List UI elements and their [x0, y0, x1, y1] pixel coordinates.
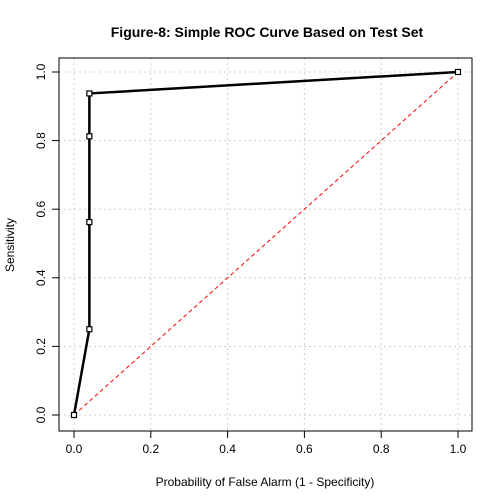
- roc-line: [72, 70, 459, 416]
- y-tick-label: 1.0: [34, 63, 48, 80]
- x-tick-label: 0.4: [219, 442, 236, 456]
- x-axis-title: Probability of False Alarm (1 - Specific…: [156, 475, 375, 489]
- reference-line: [73, 71, 459, 416]
- x-tick-label: 0.8: [373, 442, 390, 456]
- roc-series: [70, 68, 462, 419]
- reference-diagonal: [73, 71, 459, 416]
- plot-frame: [58, 57, 473, 432]
- chart-title: Figure-8: Simple ROC Curve Based on Test…: [111, 24, 424, 40]
- grid: [59, 58, 472, 431]
- y-tick-label: 0.8: [34, 132, 48, 149]
- y-tick-label: 0.4: [34, 269, 48, 286]
- y-tick-label: 0.6: [34, 201, 48, 218]
- y-axis-title: Sensitivity: [3, 218, 17, 272]
- x-tick-label: 0.6: [296, 442, 313, 456]
- roc-point: [86, 133, 93, 140]
- roc-point: [454, 68, 462, 76]
- x-tick-label: 1.0: [450, 442, 467, 456]
- roc-point: [86, 326, 93, 333]
- axes: 0.0 0.2 0.4 0.6 0.8 1.0 0.0 0.2 0.4 0.6 0.8 1.0: [34, 57, 473, 456]
- y-tick-label: 0.2: [34, 338, 48, 355]
- roc-point: [86, 90, 93, 97]
- roc-point: [70, 411, 78, 419]
- x-tick-label: 0.0: [66, 442, 83, 456]
- y-tick-label: 0.0: [34, 406, 48, 423]
- roc-point: [86, 218, 93, 226]
- x-tick-label: 0.2: [142, 442, 159, 456]
